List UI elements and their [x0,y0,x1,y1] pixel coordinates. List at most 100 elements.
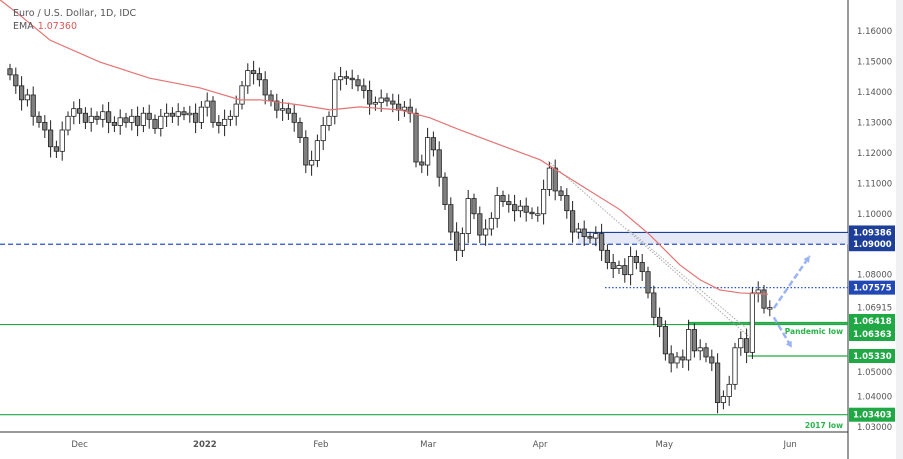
y-tick-label: 1.04000 [857,393,892,403]
candle-up [129,115,135,123]
candle-up [424,137,431,166]
candle-up [187,112,193,116]
candle-up [546,167,553,190]
candle-up [59,129,65,152]
badge-pandemic-low [849,314,895,341]
candle-down [82,112,88,123]
x-tick-label: Jun [782,440,796,450]
candle-down [256,73,263,81]
candle-up [233,103,239,117]
candle-up [88,115,94,123]
candle-down [390,100,396,105]
pandemic-low-label: Pandemic low [785,327,843,336]
candle-up [593,233,599,239]
candle-up [332,79,338,117]
candle-down [111,121,117,126]
candle-down [106,111,112,123]
candle-up [314,140,321,161]
badge-1-07575-label: 1.07575 [853,284,892,294]
candle-down [419,161,425,166]
candle-down [13,74,19,87]
candle-down [622,265,628,276]
candle-up [24,94,31,101]
candle-down [7,68,13,76]
candle-down [30,94,36,117]
candle-up [65,115,71,131]
candle-up [175,111,181,117]
x-tick-label: 2022 [193,440,217,450]
candle-down [413,112,419,163]
candle-down [564,195,570,212]
candle-up [488,217,495,230]
candle-down [366,89,373,105]
candle-down [633,256,640,263]
badge-1-0533 [849,349,895,364]
candle-up [245,70,251,87]
candle-down [604,249,611,263]
candle-down [18,85,25,101]
candle-down [274,100,280,111]
badge-2017-low [849,407,895,422]
y-tick-label: 1.16000 [857,27,892,37]
candle-up [738,338,744,349]
candle-down [210,100,216,123]
badge-resistance-zone [849,225,895,252]
y-tick-label: 1.10000 [857,210,892,220]
x-tick-label: May [655,440,673,450]
candle-down [512,204,518,212]
candle-up [686,329,692,361]
candle-up [517,205,524,212]
candle-up [697,347,703,352]
ema-value: 1.07360 [37,21,77,32]
candle-down [134,115,141,126]
candle-up [628,256,634,276]
arrow-head-icon [785,340,792,348]
y-tick-label: 1.08000 [857,271,892,281]
trendline [547,160,756,343]
candle-down [500,195,506,202]
x-tick-label: Feb [313,440,328,450]
candle-up [227,115,233,120]
candle-down [587,236,593,239]
candle-down [651,292,657,318]
candle-up [337,76,344,81]
y-tick-label: 1.15000 [857,57,892,67]
y-tick-label: 1.12000 [857,149,892,159]
candle-down [709,356,715,364]
candle-down [152,118,158,129]
candle-up [198,106,204,123]
candle-up [465,198,471,234]
candle-up [726,383,732,397]
candle-down [297,121,303,139]
trendline [627,229,749,330]
badge-2017-low-label: 1.03403 [853,411,892,421]
badge-1-07575 [849,280,895,295]
candle-up [535,213,541,216]
candle-up [221,118,228,126]
candle-down [662,326,669,355]
candle-up [720,396,727,404]
x-tick-label: Dec [71,440,88,450]
y-tick-label: 1.13000 [857,118,892,128]
chart-legend: Euro / U.S. Dollar, 1D, IDC EMA 1.07360 [13,7,136,33]
2017-low-label: 2017 low [805,421,843,430]
candle-up [239,85,245,105]
candle-down [48,129,54,148]
candle-down [146,112,152,120]
candle-down [303,137,309,166]
candle-up [401,106,408,111]
candle-up [755,289,761,294]
candle-down [558,190,564,196]
candle-down [744,338,750,353]
candle-down [36,115,42,123]
candle-down [42,121,48,131]
candle-down [361,85,367,91]
ema-label: EMA [13,21,34,32]
candle-up [616,265,622,269]
candle-down [761,289,767,309]
candle-down [680,356,686,361]
candle-up [308,160,315,166]
candle-down [570,210,576,233]
candle-up [575,228,582,233]
